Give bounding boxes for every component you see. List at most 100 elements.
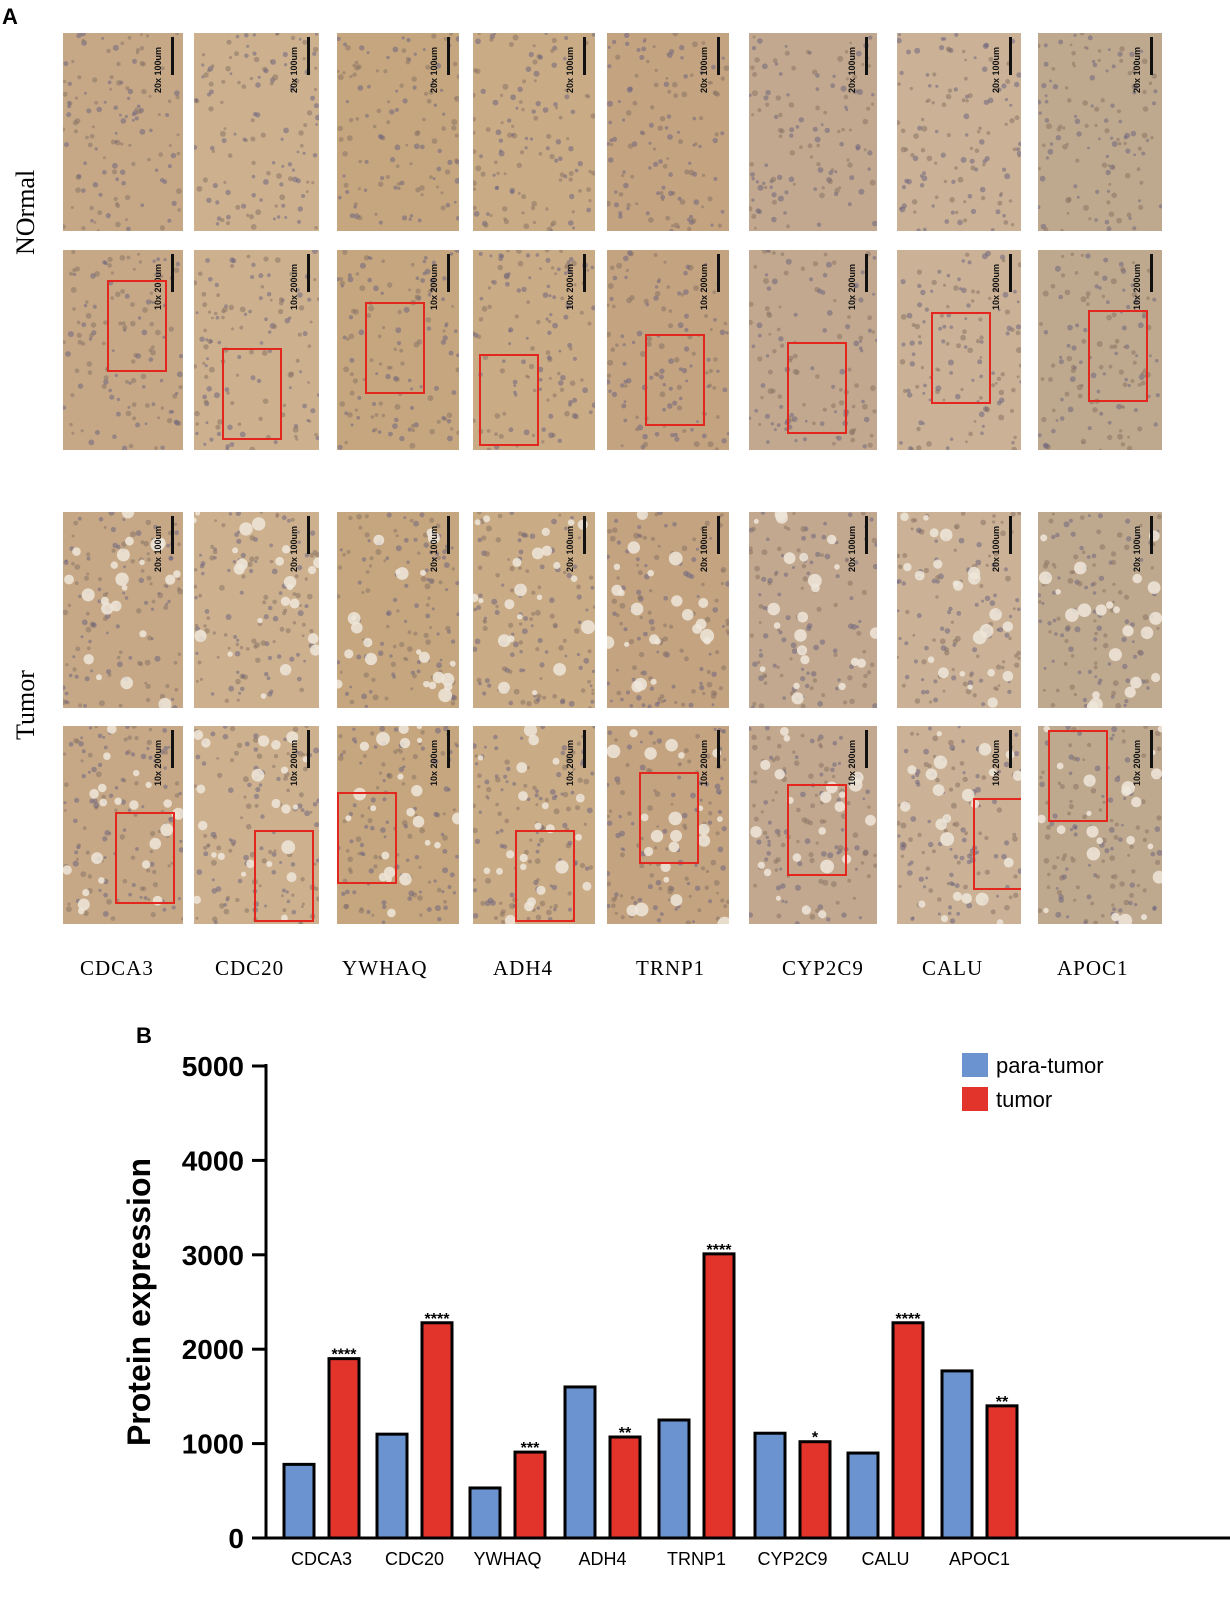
- micrograph-normal-10x-calu: 10x 200um: [897, 250, 1021, 450]
- micrograph-normal-20x-cyp2c9: 20x 100um: [749, 33, 877, 231]
- legend-swatch-tumor: [962, 1087, 988, 1111]
- micrograph-tumor-10x-cyp2c9: 10x 200um: [749, 726, 877, 924]
- scale-bar-label: 20x 100um: [565, 46, 575, 93]
- significance-label: ****: [425, 1311, 451, 1328]
- scale-bar-label: 10x 200um: [699, 263, 709, 310]
- significance-label: ****: [707, 1242, 733, 1259]
- gene-label-cdca3: CDCA3: [80, 956, 154, 980]
- scale-bar: [583, 37, 586, 75]
- significance-label: ****: [896, 1311, 922, 1328]
- region-of-interest-box: [787, 784, 847, 876]
- micrograph-normal-10x-apoc1: 10x 200um: [1038, 250, 1162, 450]
- scale-bar: [447, 516, 450, 554]
- scale-bar-label: 20x 100um: [289, 525, 299, 572]
- region-of-interest-box: [337, 792, 397, 884]
- micrograph-tumor-10x-calu: 10x 200um: [897, 726, 1021, 924]
- bar-para-tumor-trnp1: [657, 1418, 691, 1540]
- region-of-interest-box: [107, 280, 167, 372]
- bar-para-tumor-cdc20: [375, 1432, 409, 1540]
- scale-bar: [1150, 516, 1153, 554]
- scale-bar-label: 10x 200um: [847, 739, 857, 786]
- scale-bar: [447, 37, 450, 75]
- scale-bar-label: 10x 200um: [429, 263, 439, 310]
- scale-bar-label: 10x 200um: [991, 739, 1001, 786]
- significance-label: *: [812, 1430, 819, 1447]
- micrograph-tumor-10x-adh4: 10x 200um: [473, 726, 595, 924]
- region-of-interest-box: [254, 830, 314, 922]
- micrograph-normal-20x-ywhaq: 20x 100um: [337, 33, 459, 231]
- scale-bar-label: 20x 100um: [153, 46, 163, 93]
- micrograph-tumor-10x-ywhaq: 10x 200um: [337, 726, 459, 924]
- x-tick-label: CDC20: [385, 1549, 444, 1569]
- scale-bar-label: 10x 200um: [289, 739, 299, 786]
- scale-bar-label: 10x 200um: [153, 739, 163, 786]
- scale-bar-label: 20x 100um: [429, 46, 439, 93]
- scale-bar: [865, 37, 868, 75]
- region-of-interest-box: [115, 812, 175, 904]
- scale-bar-label: 10x 200um: [991, 263, 1001, 310]
- region-of-interest-box: [787, 342, 847, 434]
- bar-para-tumor-calu: [846, 1451, 880, 1540]
- micrograph-tumor-10x-cdc20: 10x 200um: [194, 726, 319, 924]
- scale-bar-label: 20x 100um: [991, 46, 1001, 93]
- region-of-interest-box: [222, 348, 282, 440]
- y-tick-label: 1000: [182, 1429, 244, 1460]
- scale-bar: [865, 254, 868, 292]
- scale-bar: [583, 254, 586, 292]
- bar-para-tumor-cyp2c9: [753, 1431, 787, 1540]
- x-tick-label: CDCA3: [291, 1549, 352, 1569]
- scale-bar: [1009, 516, 1012, 554]
- scale-bar-label: 10x 200um: [699, 739, 709, 786]
- gene-label-trnp1: TRNP1: [636, 956, 706, 980]
- bar-tumor-cyp2c9: [798, 1440, 832, 1540]
- micrograph-tumor-20x-trnp1: 20x 100um: [607, 512, 729, 708]
- scale-bar: [1150, 37, 1153, 75]
- scale-bar: [865, 516, 868, 554]
- scale-bar-label: 20x 100um: [1132, 46, 1142, 93]
- bar-para-tumor-ywhaq: [468, 1486, 502, 1540]
- y-tick-label: 2000: [182, 1334, 244, 1365]
- legend-label-para-tumor: para-tumor: [996, 1053, 1104, 1078]
- micrograph-normal-10x-cdca3: 10x 200um: [63, 250, 183, 450]
- scale-bar: [1009, 254, 1012, 292]
- bar-tumor-trnp1: [702, 1252, 736, 1540]
- gene-label-adh4: ADH4: [493, 956, 553, 980]
- bar-para-tumor-apoc1: [940, 1369, 974, 1540]
- scale-bar-label: 20x 100um: [1132, 525, 1142, 572]
- scale-bar-label: 10x 200um: [565, 263, 575, 310]
- x-tick-label: APOC1: [949, 1549, 1010, 1569]
- micrograph-normal-10x-adh4: 10x 200um: [473, 250, 595, 450]
- scale-bar-label: 20x 100um: [429, 525, 439, 572]
- scale-bar: [1009, 37, 1012, 75]
- gene-label-apoc1: APOC1: [1057, 956, 1129, 980]
- row-label-normal: NOrmal: [11, 169, 40, 255]
- region-of-interest-box: [645, 334, 705, 426]
- micrograph-normal-20x-trnp1: 20x 100um: [607, 33, 729, 231]
- bar-para-tumor-cdca3: [282, 1462, 316, 1540]
- region-of-interest-box: [479, 354, 539, 446]
- micrograph-tumor-20x-apoc1: 20x 100um: [1038, 512, 1162, 708]
- micrograph-tumor-20x-adh4: 20x 100um: [473, 512, 595, 708]
- bar-tumor-adh4: [608, 1435, 642, 1540]
- region-of-interest-box: [1048, 730, 1108, 822]
- significance-label: **: [996, 1394, 1009, 1411]
- micrograph-normal-10x-trnp1: 10x 200um: [607, 250, 729, 450]
- scale-bar: [717, 730, 720, 768]
- x-tick-label: CYP2C9: [757, 1549, 827, 1569]
- micrograph-tumor-20x-cdca3: 20x 100um: [63, 512, 183, 708]
- micrograph-normal-10x-cdc20: 10x 200um: [194, 250, 319, 450]
- scale-bar: [1009, 730, 1012, 768]
- region-of-interest-box: [365, 302, 425, 394]
- row-label-tumor: Tumor: [11, 670, 40, 740]
- scale-bar: [1150, 254, 1153, 292]
- bar-tumor-cdca3: [327, 1357, 361, 1540]
- scale-bar-label: 10x 200um: [565, 739, 575, 786]
- scale-bar: [717, 516, 720, 554]
- scale-bar: [171, 730, 174, 768]
- scale-bar: [583, 516, 586, 554]
- micrograph-normal-20x-calu: 20x 100um: [897, 33, 1021, 231]
- x-tick-label: TRNP1: [667, 1549, 726, 1569]
- scale-bar-label: 10x 200um: [1132, 739, 1142, 786]
- scale-bar-label: 10x 200um: [429, 739, 439, 786]
- scale-bar: [583, 730, 586, 768]
